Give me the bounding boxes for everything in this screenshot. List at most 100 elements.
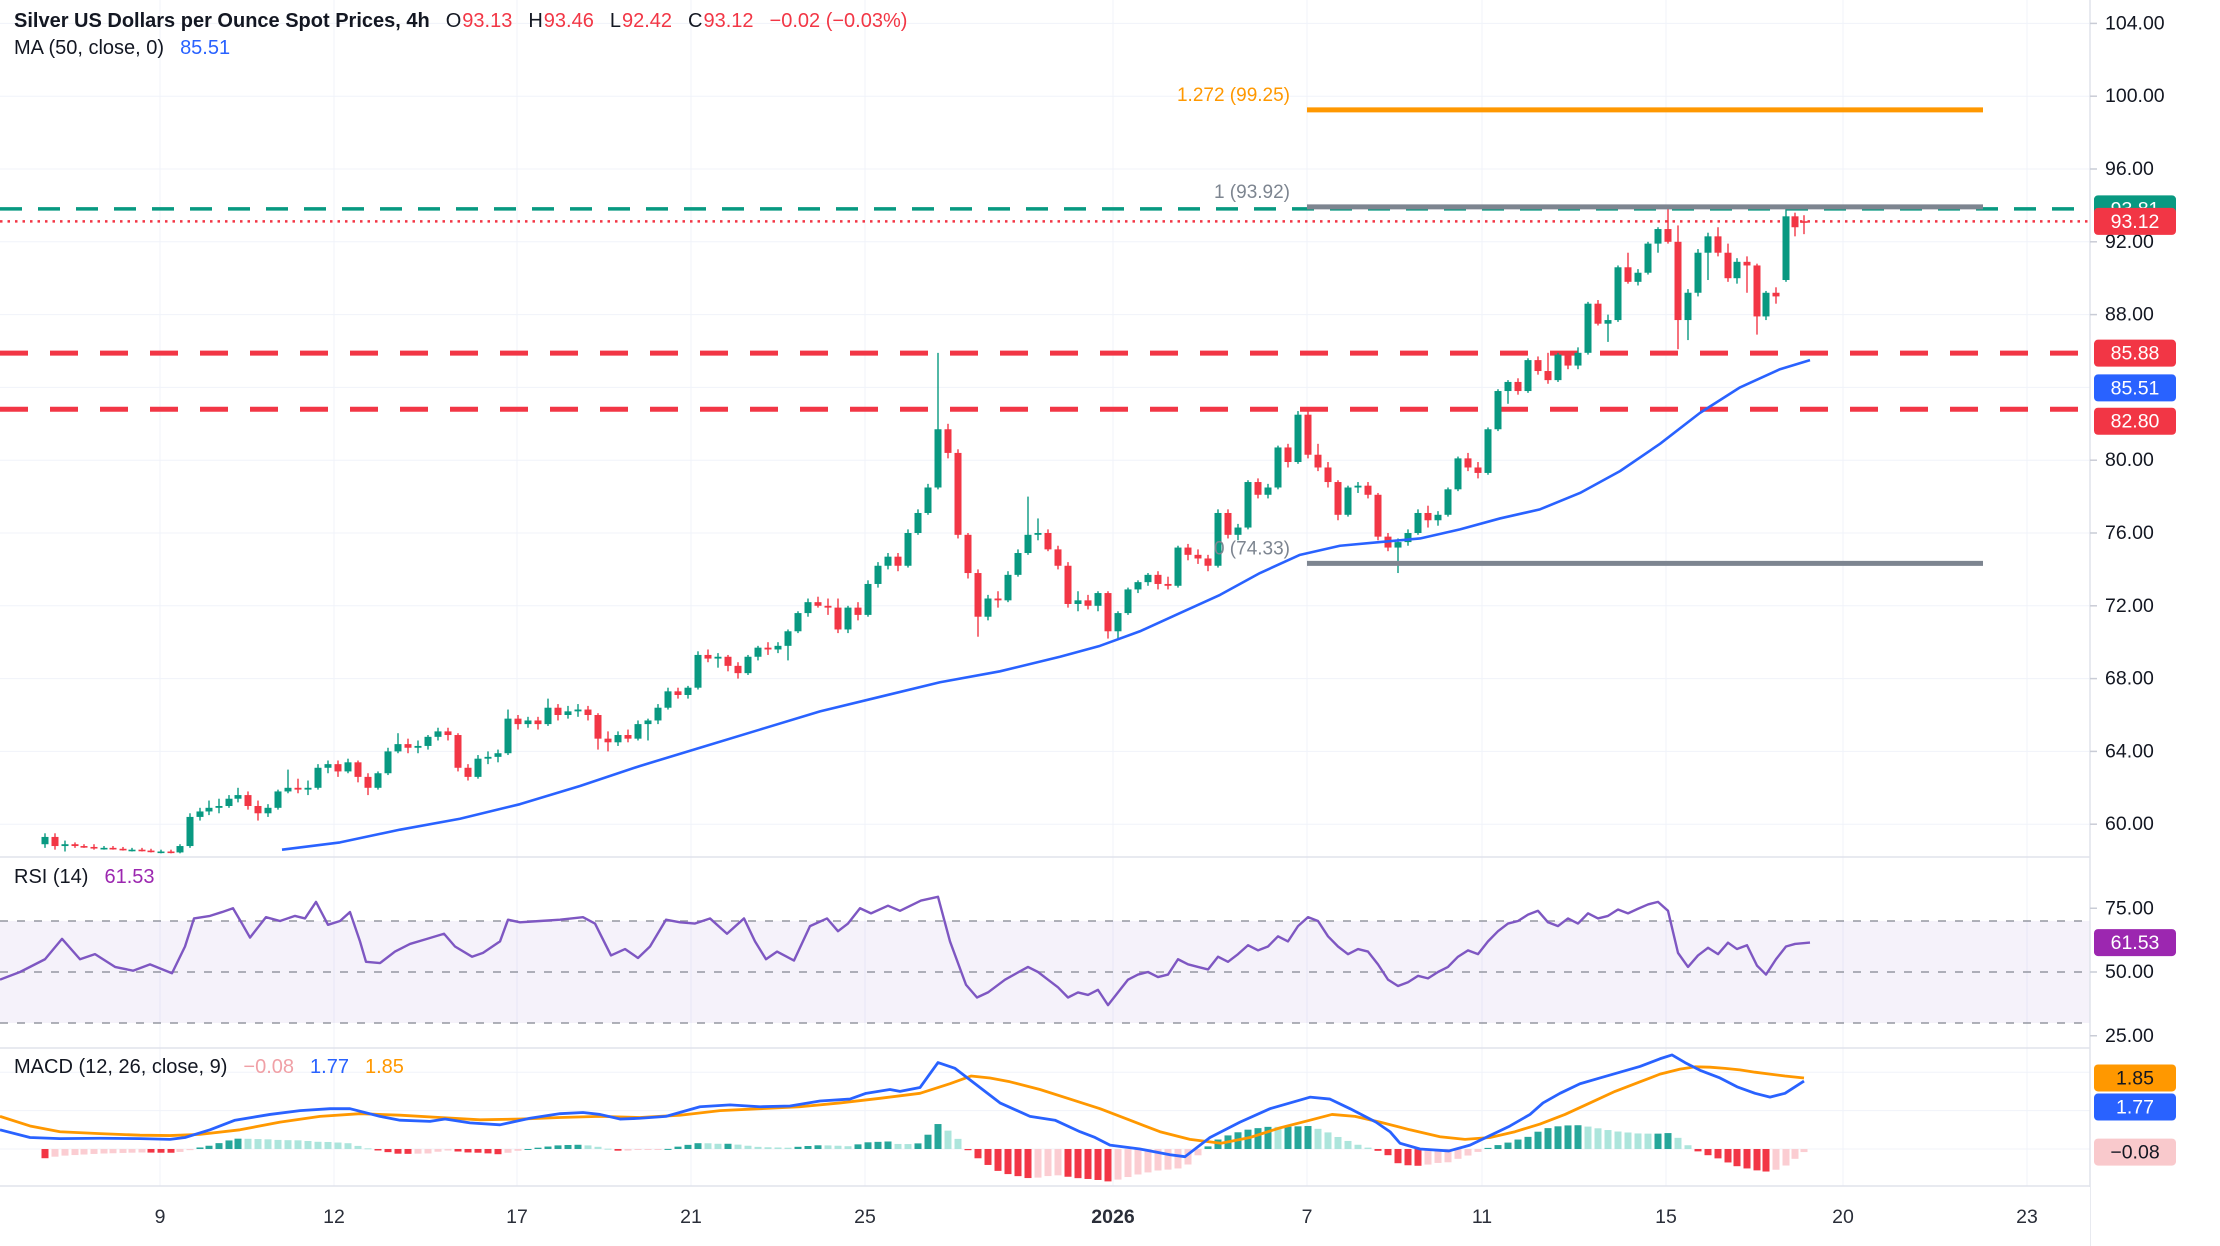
macd-histogram-bar [764,1147,772,1149]
candle-body [294,787,302,790]
macd-histogram-bar [1284,1126,1292,1149]
candle-body [444,731,452,736]
macd-histogram-bar [1334,1136,1342,1149]
macd-histogram-bar [1394,1149,1402,1164]
macd-histogram-bar [1664,1133,1672,1149]
macd-histogram-bar [1304,1126,1312,1149]
axis-tick-label: 68.00 [2105,668,2154,690]
axis-tick-label: 72.00 [2105,595,2154,617]
candle-body [1624,267,1632,282]
macd-histogram-bar [1800,1149,1808,1153]
axis-badge-label: 82.80 [2111,411,2160,433]
macd-histogram-bar [234,1138,242,1149]
macd-histogram-bar [1294,1126,1302,1149]
candle-body [1791,216,1799,228]
macd-histogram-bar [1124,1149,1132,1178]
time-axis-pane[interactable] [0,1187,2090,1246]
macd-histogram [41,1124,1808,1182]
axis-tick-label: 64.00 [2105,740,2154,762]
macd-histogram-bar [414,1149,422,1154]
candle-body [1104,593,1112,632]
candle-body [1154,574,1162,584]
candle-body [1244,482,1252,528]
macd-histogram-bar [724,1143,732,1149]
candle-body [384,751,392,774]
fib-level-label: 0 (74.33) [1214,538,1290,559]
candle-body [1454,458,1462,490]
candle-body [654,707,662,721]
candle-body [138,849,146,852]
axis-badge-label: 93.12 [2111,211,2160,233]
fib-level-label: 1.272 (99.25) [1177,85,1290,106]
macd-histogram-bar [484,1149,492,1154]
rsi-label: RSI (14) [14,866,89,888]
high-value: 93.46 [543,10,594,32]
axis-tick-label: 100.00 [2105,85,2165,107]
candle-body [744,656,752,674]
macd-histogram-bar [1733,1149,1741,1167]
candle-body [1364,485,1372,495]
candle-body [714,656,722,659]
macd-histogram-bar [1364,1147,1372,1149]
candle-body [524,720,532,725]
candle-body [594,715,602,739]
axis-tick-label: 96.00 [2105,158,2154,180]
candle-body [1304,414,1312,455]
candle-body [167,851,175,854]
macd-histogram-bar [474,1149,482,1153]
macd-histogram-bar [1704,1149,1712,1156]
candle-body [774,645,782,650]
candle-body [1064,565,1072,604]
axis-tick-label: 76.00 [2105,522,2154,544]
candle-body [1514,381,1522,392]
candle-body [128,849,136,852]
candle-body [434,731,442,737]
candle-body [1772,292,1780,297]
macd-histogram-bar [1544,1128,1552,1149]
candle-body [934,429,942,488]
macd-histogram-bar [1674,1137,1682,1149]
macd-histogram-bar [61,1149,69,1156]
candle-body [196,811,204,817]
macd-histogram-bar [834,1145,842,1149]
candle-body [394,744,402,752]
macd-histogram-bar [1494,1145,1502,1149]
macd-histogram-bar [1374,1149,1382,1151]
candle-body [1284,447,1292,463]
macd-histogram-bar [1054,1149,1062,1176]
candle-body [1504,381,1512,392]
candle-body [694,654,702,688]
candle-body [344,762,352,772]
macd-histogram-bar [1014,1149,1022,1177]
macd-histogram-bar [1104,1149,1112,1182]
candle-body [244,795,252,806]
candle-body [264,807,272,814]
macd-histogram-bar [1164,1149,1172,1170]
candle-body [1174,547,1182,586]
rsi-line [0,895,1811,1007]
candle-body [71,844,79,847]
axis-badge-label: −0.08 [2110,1142,2159,1164]
candle-body [1264,487,1272,495]
macd-histogram-bar [1464,1149,1472,1156]
candle-body [1494,391,1502,430]
macd-histogram-bar [784,1147,792,1149]
macd-histogram-bar [304,1141,312,1149]
candle-body [1604,320,1612,324]
candle-body [604,738,612,743]
macd-histogram-bar [924,1134,932,1149]
axis-tick-label: 104.00 [2105,12,2165,34]
time-axis-label: 12 [323,1206,345,1228]
axis-value-badge [2094,1064,2176,1092]
candle-body [274,791,282,808]
candle-body [1424,512,1432,521]
candle-body [354,762,362,777]
candle-body [61,844,69,847]
candle-body [454,735,462,768]
candle-body [304,787,312,790]
candle-body [1733,261,1741,279]
price-axis-pane[interactable] [2090,0,2220,1246]
candle-body [1414,512,1422,533]
ma-legend: MA (50, close, 0) 85.51 [14,37,230,60]
